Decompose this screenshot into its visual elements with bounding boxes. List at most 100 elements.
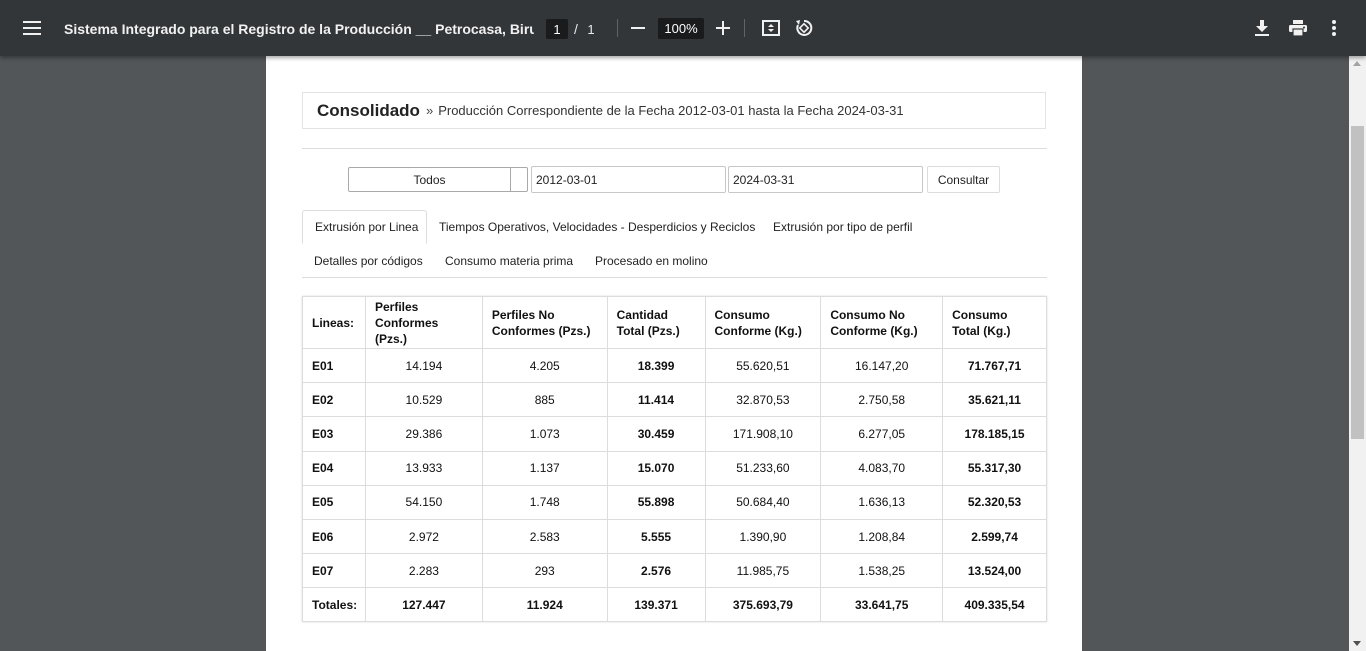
table-cell: 1.636,13	[820, 484, 944, 520]
line-cell: E05	[302, 484, 366, 520]
line-cell: E02	[302, 382, 366, 418]
totals-cell: 11.924	[481, 587, 608, 623]
table-row: E01 14.194 4.205 18.399 55.620,51 16.147…	[302, 347, 1047, 384]
total-pages: 1	[587, 21, 595, 37]
tab-extrusion-por-tipo-de-perfil[interactable]: Extrusión por tipo de perfil	[773, 220, 913, 234]
zoom-level-input[interactable]: 100%	[658, 18, 704, 39]
table-cell: 5.555	[606, 518, 706, 555]
table-cell: 55.620,51	[704, 347, 822, 384]
table-cell: 11.985,75	[704, 553, 822, 589]
table-cell: 15.070	[606, 450, 706, 486]
table-cell: 1.073	[481, 416, 608, 452]
print-icon[interactable]	[1287, 17, 1309, 39]
table-row: E03 29.386 1.073 30.459 171.908,10 6.277…	[302, 416, 1047, 452]
table-cell: 54.150	[364, 484, 483, 520]
table-cell: 1.748	[481, 484, 608, 520]
scroll-thumb[interactable]	[1351, 126, 1364, 439]
column-header: Cantidad Total (Pzs.)	[606, 296, 706, 349]
toolbar-divider	[617, 19, 618, 37]
tab-tiempos-operativos[interactable]: Tiempos Operativos, Velocidades - Desper…	[439, 220, 756, 234]
download-icon[interactable]	[1251, 17, 1273, 39]
table-cell: 11.414	[606, 382, 706, 418]
rotate-icon[interactable]	[793, 17, 815, 39]
line-cell: E03	[302, 416, 366, 452]
line-cell: E04	[302, 450, 366, 486]
scroll-up-icon[interactable]	[1353, 61, 1361, 66]
fit-page-icon[interactable]	[760, 17, 782, 39]
column-header: Perfiles Conformes (Pzs.)	[364, 296, 483, 349]
totals-cell: 127.447	[364, 587, 483, 623]
totals-cell: 375.693,79	[704, 587, 822, 623]
tab-extrusion-por-linea[interactable]: Extrusión por Linea	[302, 210, 427, 244]
tab-procesado-en-molino[interactable]: Procesado en molino	[595, 254, 708, 268]
line-cell: E01	[302, 347, 366, 384]
date-to-field[interactable]: 2024-03-31	[728, 166, 923, 193]
table-cell: 885	[481, 382, 608, 418]
consultar-button[interactable]: Consultar	[927, 166, 1000, 193]
more-vert-icon[interactable]	[1323, 17, 1345, 39]
table-cell: 10.529	[364, 382, 483, 418]
scroll-down-icon[interactable]	[1353, 641, 1361, 646]
table-cell: 55.317,30	[942, 450, 1047, 486]
zoom-in-icon[interactable]	[713, 18, 733, 38]
pdf-page: Consolidado » Producción Correspondiente…	[266, 56, 1082, 651]
pdf-toolbar: Sistema Integrado para el Registro de la…	[0, 0, 1366, 56]
tab-consumo-materia-prima[interactable]: Consumo materia prima	[445, 254, 574, 268]
tabs-baseline	[302, 277, 1047, 278]
table-cell: 52.320,53	[942, 484, 1047, 520]
totals-cell: 139.371	[606, 587, 706, 623]
breadcrumb-separator: »	[425, 103, 434, 118]
line-cell: E07	[302, 553, 366, 589]
date-from-field[interactable]: 2012-03-01	[531, 166, 726, 193]
report-header: Consolidado » Producción Correspondiente…	[302, 92, 1046, 129]
table-cell: 2.750,58	[820, 382, 944, 418]
column-header: Consumo Conforme (Kg.)	[704, 296, 822, 349]
table-row: E06 2.972 2.583 5.555 1.390,90 1.208,84 …	[302, 518, 1047, 555]
table-cell: 178.185,15	[942, 416, 1047, 452]
table-cell: 55.898	[606, 484, 706, 520]
table-cell: 2.576	[606, 553, 706, 589]
page-separator: /	[574, 21, 578, 37]
table-cell: 1.390,90	[704, 518, 822, 555]
table-cell: 2.972	[364, 518, 483, 555]
zoom-out-icon[interactable]	[628, 18, 648, 38]
table-cell: 6.277,05	[820, 416, 944, 452]
vertical-scrollbar[interactable]	[1349, 56, 1366, 651]
table-cell: 171.908,10	[704, 416, 822, 452]
totals-label: Totales:	[302, 587, 366, 623]
table-cell: 18.399	[606, 347, 706, 384]
table-cell: 35.621,11	[942, 382, 1047, 418]
table-cell: 13.524,00	[942, 553, 1047, 589]
column-header: Lineas:	[302, 296, 366, 349]
table-cell: 1.208,84	[820, 518, 944, 555]
page-number-input[interactable]: 1	[546, 19, 568, 39]
table-cell: 30.459	[606, 416, 706, 452]
table-row: E04 13.933 1.137 15.070 51.233,60 4.083,…	[302, 450, 1047, 486]
table-cell: 51.233,60	[704, 450, 822, 486]
table-cell: 2.583	[481, 518, 608, 555]
table-cell: 29.386	[364, 416, 483, 452]
table-cell: 71.767,71	[942, 347, 1047, 384]
line-select-value: Todos	[413, 172, 446, 187]
menu-icon[interactable]	[20, 16, 44, 40]
table-header-row: Lineas: Perfiles Conformes (Pzs.) Perfil…	[302, 296, 1047, 349]
table-cell: 16.147,20	[820, 347, 944, 384]
select-dropdown-handle[interactable]	[510, 168, 527, 191]
line-select[interactable]: Todos	[348, 167, 528, 192]
table-cell: 2.599,74	[942, 518, 1047, 555]
tab-detalles-por-codigos[interactable]: Detalles por códigos	[314, 254, 423, 268]
toolbar-divider	[744, 19, 745, 37]
table-row: E02 10.529 885 11.414 32.870,53 2.750,58…	[302, 382, 1047, 418]
table-cell: 13.933	[364, 450, 483, 486]
document-title: Sistema Integrado para el Registro de la…	[64, 21, 534, 37]
table-cell: 1.137	[481, 450, 608, 486]
production-table: Lineas: Perfiles Conformes (Pzs.) Perfil…	[302, 296, 1047, 623]
table-cell: 32.870,53	[704, 382, 822, 418]
table-cell: 14.194	[364, 347, 483, 384]
divider	[302, 148, 1047, 149]
table-cell: 293	[481, 553, 608, 589]
column-header: Perfiles No Conformes (Pzs.)	[481, 296, 608, 349]
table-cell: 4.205	[481, 347, 608, 384]
table-row: E07 2.283 293 2.576 11.985,75 1.538,25 1…	[302, 553, 1047, 589]
table-cell: 50.684,40	[704, 484, 822, 520]
